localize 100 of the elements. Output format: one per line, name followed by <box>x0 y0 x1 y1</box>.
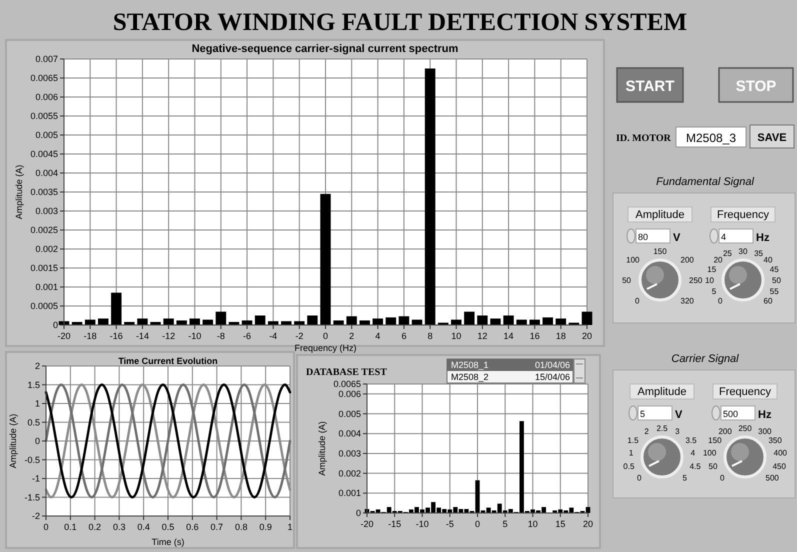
x-tick-label: 15 <box>555 519 566 529</box>
text: Carrier Signal <box>671 353 740 365</box>
text: 15 <box>707 264 717 274</box>
y-tick-label: 2 <box>34 361 40 371</box>
text: 100 <box>703 448 717 458</box>
text: 0 <box>718 296 724 306</box>
text: 1.5 <box>627 436 640 445</box>
x-tick-label: 5 <box>502 519 508 529</box>
y-tick-label: 0.0035 <box>30 187 58 197</box>
x-tick-label: -6 <box>243 331 252 341</box>
y-tick-label: 0.0065 <box>30 73 58 83</box>
text: 3 <box>675 427 680 436</box>
x-tick-label: 20 <box>582 519 594 529</box>
text: ID. MOTOR <box>616 133 672 144</box>
x-tick-label: -18 <box>84 331 97 341</box>
text: 5 <box>640 409 646 419</box>
y-tick-label: -1.5 <box>24 492 40 502</box>
x-tick-label: -12 <box>162 331 176 341</box>
text: START <box>626 78 674 95</box>
text: Frequency <box>719 386 772 398</box>
text: 450 <box>772 462 786 471</box>
text: 0 <box>637 474 642 483</box>
y-tick-label: 0 <box>34 436 40 446</box>
x-tick-label: -14 <box>136 331 149 341</box>
x-tick-label: 20 <box>582 331 592 341</box>
x-tick-label: 4 <box>375 331 380 341</box>
y-tick-label: 0.0025 <box>30 225 58 235</box>
text: 55 <box>770 287 780 296</box>
text: 400 <box>774 448 788 458</box>
y-tick-label: 0.006 <box>35 92 58 102</box>
text: 60 <box>764 296 773 306</box>
text: 80 <box>638 232 648 242</box>
x-tick-label: -20 <box>360 519 374 529</box>
x-tick-label: 14 <box>504 331 514 341</box>
y-tick-label: 1.5 <box>27 380 40 390</box>
text: 200 <box>680 255 694 264</box>
text: 50 <box>772 276 782 285</box>
text: 10 <box>705 276 715 285</box>
text: 250 <box>689 276 703 285</box>
x-tick-label: -8 <box>216 331 225 341</box>
y-tick-label: 0 <box>52 320 58 330</box>
y-tick-label: 0.0015 <box>30 263 58 273</box>
x-tick-label: 1 <box>287 522 293 532</box>
x-tick-label: 0.5 <box>162 522 174 532</box>
text: 150 <box>653 247 668 256</box>
y-axis-title: Amplitude (A) <box>8 414 18 468</box>
x-tick-label: -10 <box>416 519 429 529</box>
text: 1 <box>628 448 634 458</box>
y-tick-label: 0.0055 <box>30 111 58 121</box>
x-tick-label: 16 <box>530 331 540 341</box>
y-axis-title: Amplitude (A) <box>317 421 327 476</box>
text: 320 <box>680 296 694 306</box>
x-axis-title: Frequency (Hz) <box>294 343 357 353</box>
text: Hz <box>758 409 772 421</box>
text: 15/04/06 <box>534 372 570 382</box>
text: 01/04/06 <box>534 360 570 370</box>
y-tick-label: 0.001 <box>338 488 361 498</box>
x-tick-label: -15 <box>388 519 402 529</box>
text: STOP <box>736 78 776 95</box>
text: V <box>675 409 683 421</box>
text: Frequency <box>717 209 770 221</box>
text: 500 <box>766 474 780 483</box>
text: 0 <box>720 474 726 483</box>
y-tick-label: 0.005 <box>338 408 361 419</box>
x-axis-title: Time (s) <box>152 537 184 547</box>
y-tick-label: 0.002 <box>35 244 58 254</box>
x-tick-label: -16 <box>110 331 123 341</box>
text: 5 <box>682 474 688 483</box>
x-tick-label: 0.9 <box>259 522 272 532</box>
text: 500 <box>723 409 738 419</box>
y-tick-label: 0.004 <box>338 428 361 439</box>
x-tick-label: 0.4 <box>137 522 150 532</box>
text: 3.5 <box>685 436 698 445</box>
y-tick-label: -2 <box>32 511 40 521</box>
text: 100 <box>626 255 640 264</box>
x-tick-label: 0.1 <box>64 522 77 532</box>
y-tick-label: 0.006 <box>338 388 361 399</box>
y-tick-label: 0.0045 <box>30 149 58 159</box>
y-tick-label: 0.002 <box>338 468 361 478</box>
y-tick-label: 0.007 <box>35 54 58 64</box>
text: M2508_3 <box>686 131 736 145</box>
text: Amplitude <box>636 209 684 221</box>
text: 4.5 <box>690 462 702 471</box>
y-tick-label: 0.5 <box>27 417 40 428</box>
text: 25 <box>722 249 732 258</box>
text: 150 <box>708 436 722 445</box>
x-tick-label: 0.2 <box>88 522 102 532</box>
y-tick-label: 0.003 <box>338 448 361 458</box>
x-tick-label: 0.8 <box>234 522 248 532</box>
text: 45 <box>770 264 780 274</box>
x-tick-label: 0 <box>322 331 328 341</box>
x-tick-label: 6 <box>401 331 406 341</box>
x-tick-label: 10 <box>528 519 538 529</box>
y-tick-label: -0.5 <box>24 454 40 465</box>
chart-title: DATABASE TEST <box>306 367 388 378</box>
y-tick-label: 0.003 <box>35 206 58 216</box>
text: STATOR WINDING FAULT DETECTION SYSTEM <box>112 9 688 36</box>
x-tick-label: 12 <box>477 331 488 341</box>
y-tick-label: 0.0005 <box>30 301 58 311</box>
x-tick-label: 8 <box>428 331 433 341</box>
